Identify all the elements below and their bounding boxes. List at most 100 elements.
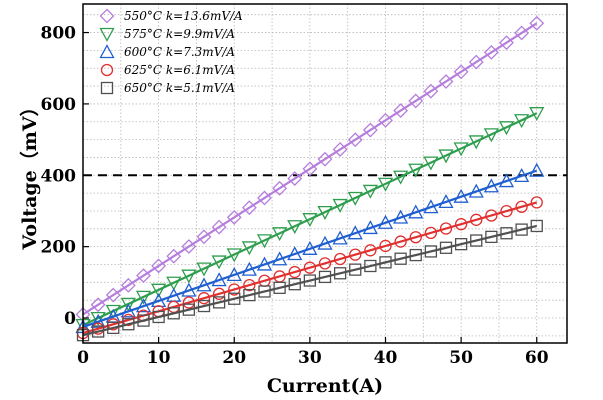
data-point: [107, 321, 120, 335]
data-point: [303, 261, 317, 274]
data-point: [287, 220, 303, 235]
data-point: [257, 190, 272, 206]
data-point: [349, 248, 362, 261]
data-point: [377, 214, 394, 229]
data-point: [120, 303, 136, 318]
x-tick-label: 40: [374, 348, 398, 368]
data-point: [347, 132, 363, 148]
data-point: [377, 177, 394, 192]
series-group: [76, 219, 543, 342]
legend-label: 600°C k=7.3mV/A: [124, 45, 235, 59]
data-point: [529, 15, 545, 31]
data-point: [483, 44, 499, 60]
data-point: [287, 171, 303, 186]
data-point: [105, 287, 121, 303]
data-point: [362, 122, 378, 138]
data-point: [530, 196, 543, 209]
data-point: [105, 304, 121, 319]
data-point: [438, 149, 454, 164]
data-point: [182, 303, 196, 316]
data-point: [515, 200, 528, 213]
legend-label: 625°C k=6.1mV/A: [124, 63, 235, 77]
data-point: [468, 135, 484, 150]
data-point: [364, 244, 377, 257]
data-point: [333, 252, 347, 266]
data-point: [470, 213, 483, 226]
data-point: [181, 239, 197, 254]
data-point: [379, 239, 392, 253]
x-tick-label: 60: [525, 348, 549, 368]
x-axis-title: Current(A): [267, 375, 383, 397]
data-point: [332, 230, 348, 245]
data-point: [303, 274, 317, 287]
data-point: [151, 258, 167, 274]
data-point: [211, 219, 227, 235]
y-axis-title: Voltage（mV）: [18, 97, 41, 250]
data-point: [393, 170, 409, 185]
data-point: [424, 245, 438, 258]
data-point: [135, 298, 152, 313]
data-point: [317, 205, 333, 220]
data-point: [181, 282, 197, 297]
data-point: [212, 287, 226, 300]
data-point: [256, 234, 273, 249]
data-point: [226, 209, 242, 225]
x-tick-label: 30: [298, 348, 322, 368]
data-point: [498, 173, 515, 188]
series-fit-line: [82, 169, 538, 328]
data-point: [196, 277, 212, 292]
data-point: [530, 219, 543, 233]
data-point: [393, 103, 409, 119]
data-point: [196, 262, 212, 277]
data-point: [302, 240, 318, 255]
data-point: [318, 270, 332, 284]
data-point: [485, 209, 498, 222]
data-point: [470, 234, 483, 247]
data-point: [515, 223, 528, 236]
data-point: [258, 285, 271, 298]
legend-marker: [99, 8, 115, 24]
series-layer: [75, 15, 545, 342]
data-point: [212, 296, 226, 309]
legend-marker: [99, 27, 115, 42]
data-point: [197, 292, 211, 305]
data-point: [211, 255, 227, 270]
y-tick-label: 600: [41, 95, 77, 115]
data-point: [241, 200, 257, 216]
data-point: [499, 35, 514, 51]
data-point: [90, 311, 106, 326]
data-point: [318, 257, 332, 270]
x-tick-label: 20: [222, 348, 246, 368]
data-point: [514, 25, 530, 41]
series-group: [75, 107, 545, 334]
y-tick-label: 0: [64, 309, 76, 329]
data-point: [302, 161, 318, 177]
x-tick-label: 0: [77, 348, 89, 368]
data-point: [408, 163, 424, 178]
data-point: [408, 93, 424, 109]
data-point: [181, 269, 197, 284]
data-point: [438, 194, 454, 209]
data-point: [228, 292, 241, 305]
data-point: [182, 296, 196, 309]
data-point: [500, 204, 513, 218]
data-point: [90, 297, 106, 313]
data-point: [453, 64, 469, 80]
data-point: [514, 114, 530, 129]
x-tick-label: 10: [147, 348, 171, 368]
data-point: [332, 198, 348, 213]
data-point: [408, 204, 424, 219]
legend-label: 575°C k=9.9mV/A: [124, 27, 235, 41]
y-tick-label: 800: [41, 24, 77, 44]
data-point: [272, 180, 288, 196]
data-point: [468, 183, 484, 198]
data-point: [243, 278, 256, 292]
data-point: [483, 128, 499, 143]
legend-marker: [99, 44, 115, 59]
series-fit-line: [82, 224, 538, 337]
data-point: [483, 178, 499, 193]
data-point: [362, 220, 378, 235]
data-point: [454, 238, 468, 251]
data-point: [136, 268, 151, 284]
